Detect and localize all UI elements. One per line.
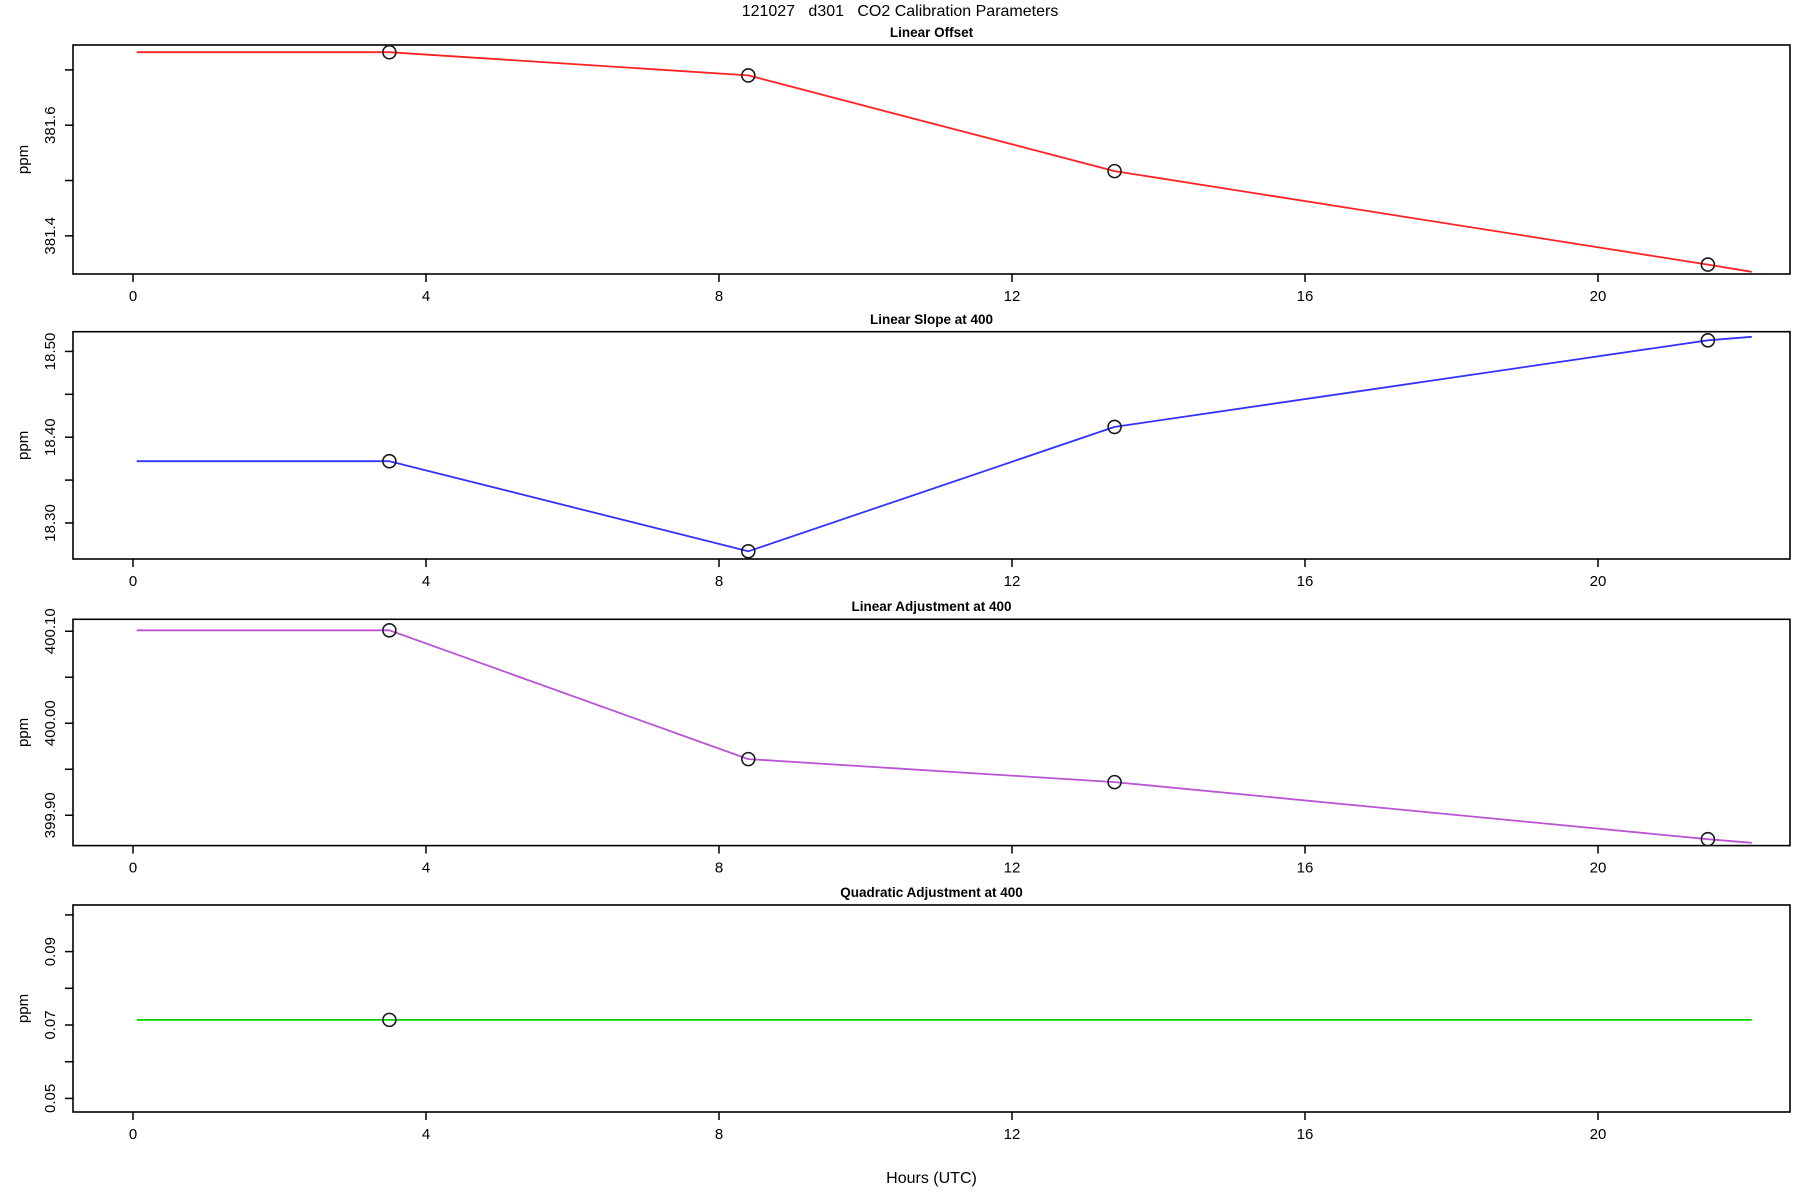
x-tick-label: 12 [1004,573,1021,590]
x-tick-label: 0 [129,288,137,305]
y-tick-label: 381.4 [42,217,59,255]
data-point [1107,774,1122,790]
y-tick-label: 0.05 [42,1084,59,1113]
panel-title-linear-slope: Linear Slope at 400 [869,312,994,327]
x-tick-label: 20 [1590,573,1607,590]
y-axis-title: ppm [15,431,32,460]
x-axis-label: Hours (UTC) [886,1170,977,1187]
x-tick-label: 8 [715,860,723,877]
panel-box [72,330,1791,560]
x-tick-label: 16 [1297,1126,1314,1143]
main-title: 121027 d301 CO2 Calibration Parameters [741,3,1059,20]
panel-title-linear-offset: Linear Offset [889,25,974,40]
x-tick-label: 16 [1297,288,1314,305]
data-point [1700,332,1716,348]
x-tick-label: 20 [1590,1126,1607,1143]
panel-title-linear-adjustment: Linear Adjustment at 400 [851,599,1012,614]
y-tick-label: 18.30 [42,504,59,542]
x-tick-label: 0 [129,573,137,590]
data-line [136,335,1752,553]
y-tick-label: 18.50 [42,333,59,371]
x-tick-label: 12 [1004,1126,1021,1143]
x-tick-label: 4 [422,1126,430,1143]
y-tick-label: 0.07 [42,1010,59,1039]
data-point [740,751,756,767]
x-tick-label: 0 [129,1126,137,1143]
y-tick-label: 381.6 [42,106,59,144]
x-tick-label: 8 [715,288,723,305]
x-tick-label: 16 [1297,860,1314,877]
data-line [136,629,1752,844]
x-tick-label: 20 [1590,288,1607,305]
y-tick-label: 0.09 [42,937,59,966]
x-tick-label: 4 [422,573,430,590]
data-point [1700,257,1716,272]
panel-box [72,44,1791,275]
y-axis-title: ppm [15,994,32,1023]
data-point [1107,163,1122,179]
data-point [1700,831,1716,847]
data-point [740,68,756,83]
data-line [136,51,1752,273]
y-tick-label: 399.90 [42,792,59,838]
data-point [1107,419,1122,435]
x-tick-label: 8 [715,573,723,590]
data-point [740,543,756,559]
data-point [382,1012,397,1028]
x-tick-label: 12 [1004,860,1021,877]
y-tick-label: 18.40 [42,418,59,456]
x-tick-label: 20 [1590,860,1607,877]
x-tick-label: 16 [1297,573,1314,590]
panel-box [72,618,1791,847]
x-tick-label: 0 [129,860,137,877]
y-tick-label: 400.10 [42,608,59,654]
panel-title-quadratic-adjustment: Quadratic Adjustment at 400 [840,885,1023,900]
y-axis-title: ppm [15,145,32,174]
x-tick-label: 4 [422,860,430,877]
y-tick-label: 400.00 [42,700,59,746]
x-tick-label: 12 [1004,288,1021,305]
data-point [382,44,397,60]
y-axis-title: ppm [15,718,32,747]
panel-box [72,904,1791,1113]
x-tick-label: 8 [715,1126,723,1143]
data-point [382,453,397,469]
x-tick-label: 4 [422,288,430,305]
data-point [382,623,397,638]
